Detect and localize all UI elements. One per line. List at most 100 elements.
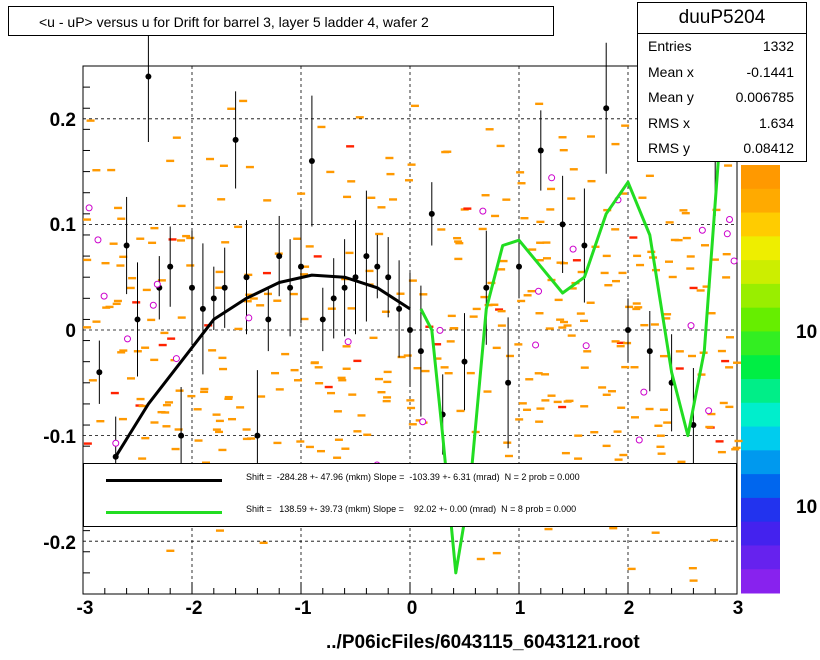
hist-cell [158, 343, 167, 347]
hist-cell [600, 271, 609, 275]
hist-cell [166, 159, 175, 163]
hist-cell [200, 387, 209, 391]
hist-cell [556, 261, 565, 264]
hist-cell [536, 220, 545, 224]
profile-point [298, 263, 304, 270]
hist-cell [618, 271, 627, 275]
hist-cell [271, 371, 280, 375]
hist-cell [541, 399, 550, 402]
hist-cell [710, 538, 719, 542]
hist-cell [577, 270, 586, 274]
hist-cell [632, 307, 641, 311]
hist-cell [553, 400, 562, 404]
legend-text: Shift = 138.59 +- 39.73 (mkm) Slope = 92… [246, 504, 577, 514]
hist-cell [165, 401, 174, 404]
y-tick-label: -0.2 [43, 533, 76, 554]
hist-cell [602, 444, 611, 448]
hist-cell [157, 279, 166, 282]
hist-cell [542, 241, 551, 244]
hist-cell [580, 319, 589, 323]
hist-cell [536, 407, 545, 410]
hist-cell [171, 447, 180, 451]
palette-cell [741, 283, 780, 309]
hist-cell [563, 324, 572, 327]
fit-curve-black [114, 273, 411, 458]
hist-cell [621, 124, 630, 127]
y-tick-label: 0.2 [49, 110, 76, 131]
hist-cell [119, 349, 128, 352]
hist-cell [215, 430, 224, 434]
hist-cell [357, 414, 366, 417]
hist-cell [109, 242, 118, 245]
hist-cell [305, 245, 314, 248]
hist-cell [186, 236, 195, 240]
hist-cell [374, 377, 383, 381]
hist-cell [342, 345, 351, 348]
hist-cell [528, 248, 537, 251]
stats-key: RMS x [648, 114, 690, 131]
hist-cell [612, 279, 621, 283]
hist-cell [221, 241, 230, 244]
hist-cell [141, 346, 150, 349]
hist-cell [611, 228, 620, 231]
palette-cell [741, 379, 780, 404]
hist-cell [215, 529, 224, 532]
hist-cell [710, 258, 719, 261]
hist-cell [686, 267, 695, 270]
legend-swatch-green [106, 511, 222, 514]
hist-cell [150, 421, 159, 424]
hist-cell [607, 390, 616, 393]
hist-cell [629, 236, 638, 239]
hist-cell [687, 354, 696, 358]
hist-cell [293, 237, 302, 240]
color-palette-bar [741, 165, 780, 594]
hist-cell [242, 437, 251, 441]
open-marker [698, 226, 706, 234]
hist-cell [245, 165, 254, 169]
profile-point [123, 242, 130, 249]
hist-cell [116, 264, 125, 267]
hist-cell [574, 434, 583, 437]
hist-cell [565, 399, 574, 403]
hist-cell [369, 336, 378, 340]
hist-cell [162, 403, 171, 407]
hist-cell [92, 169, 101, 172]
hist-cell [546, 208, 555, 211]
profile-point [396, 305, 403, 312]
histogram-title: <u - uP> versus u for Drift for barrel 3… [8, 6, 554, 36]
hist-cell [657, 452, 666, 455]
hist-cell [679, 209, 688, 212]
open-marker [705, 407, 713, 415]
hist-cell [586, 301, 595, 304]
hist-cell [659, 354, 668, 358]
hist-cell [126, 377, 135, 380]
palette-cell [741, 497, 780, 523]
stats-name: duuP5204 [638, 3, 806, 34]
hist-cell [219, 367, 228, 371]
hist-cell [587, 179, 596, 183]
hist-cell [717, 349, 726, 353]
hist-cell [259, 541, 268, 545]
profile-point [505, 379, 512, 386]
profile-point [516, 263, 522, 270]
hist-cell [142, 288, 151, 292]
open-marker [479, 207, 487, 215]
hist-cell [662, 317, 671, 320]
hist-cell [516, 171, 525, 174]
hist-cell [407, 406, 416, 410]
hist-cell [313, 255, 322, 258]
hist-cell [700, 244, 709, 247]
hist-cell [224, 397, 233, 401]
hist-cell [665, 221, 674, 224]
profile-point [341, 284, 348, 291]
palette-cell [741, 307, 780, 332]
hist-cell [625, 305, 634, 309]
hist-cell [712, 208, 721, 212]
hist-cell [609, 526, 618, 530]
stats-key: Entries [648, 38, 692, 54]
hist-cell [88, 379, 97, 382]
hist-cell [568, 287, 577, 290]
palette-cell [741, 236, 780, 261]
fit-curves [114, 127, 734, 575]
hist-cell [598, 386, 607, 389]
